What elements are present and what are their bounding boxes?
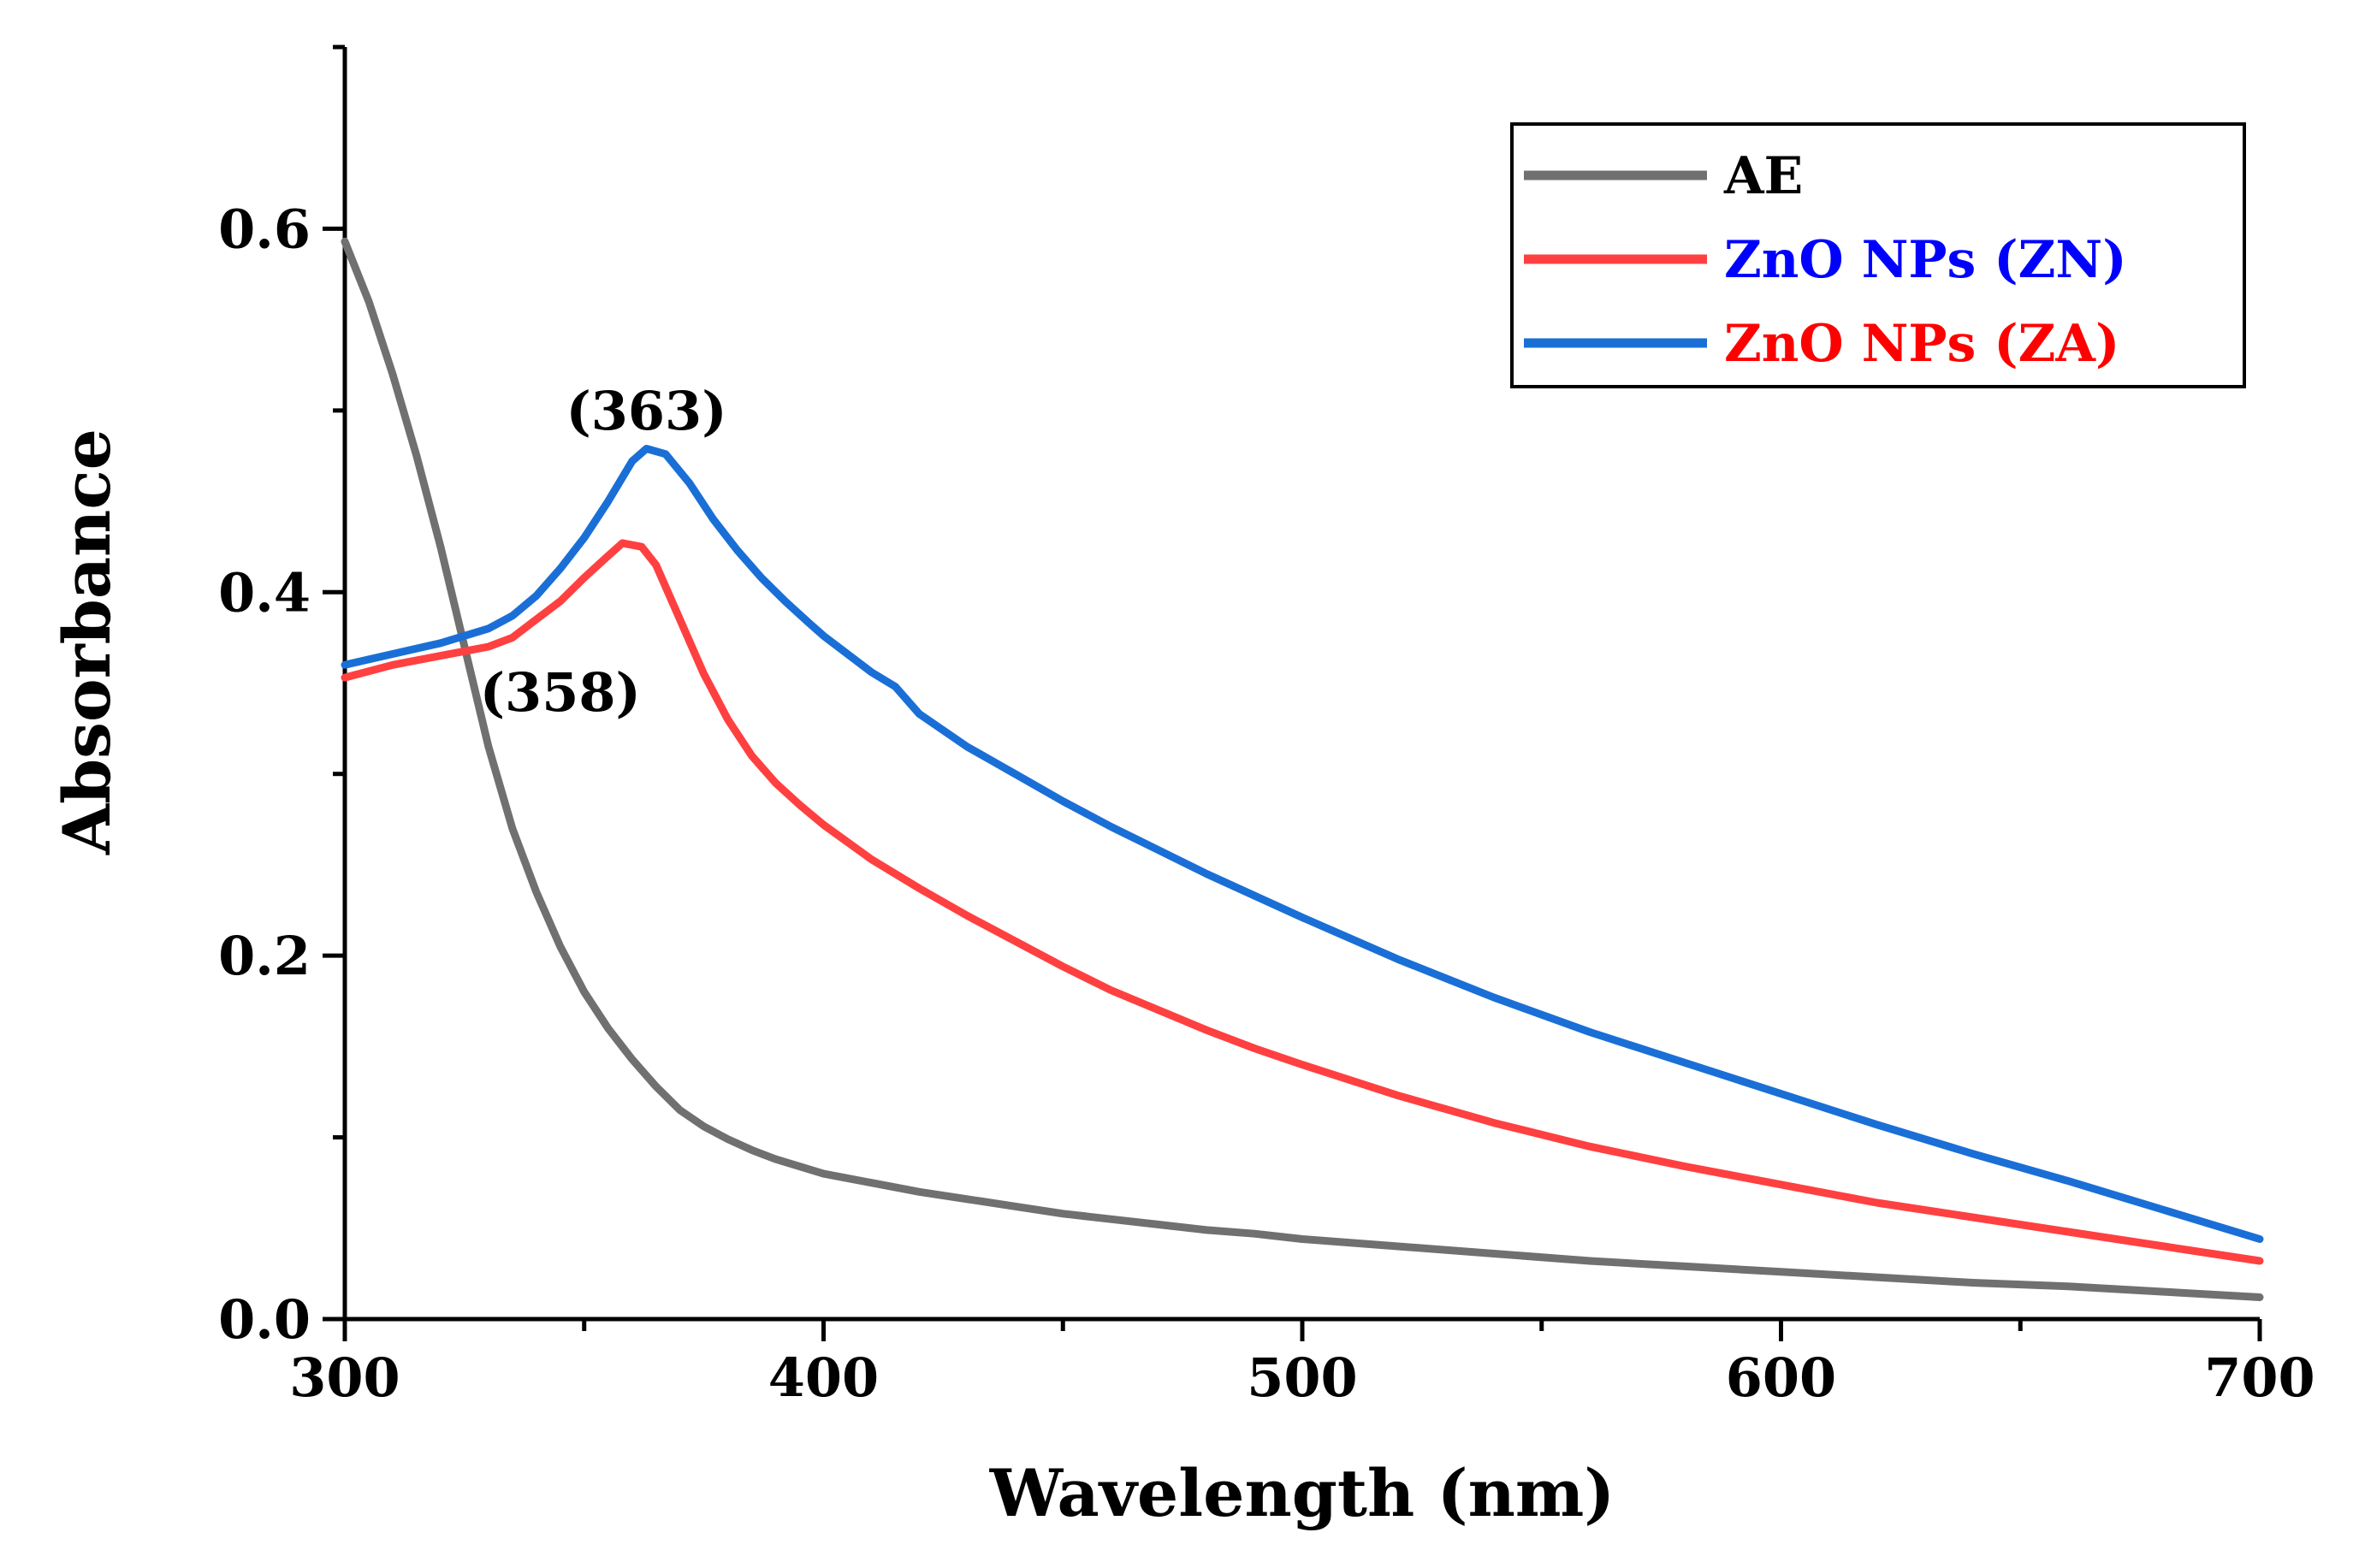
y-tick-label: 0.0: [218, 1288, 311, 1351]
y-tick-label: 0.6: [218, 198, 311, 260]
series-line-1: [341, 539, 2264, 1265]
x-tick-label: 600: [1726, 1346, 1836, 1409]
y-tick-label: 0.2: [218, 925, 311, 987]
legend: AE ZnO NPs (ZN) ZnO NPs (ZA): [1510, 122, 2246, 388]
axes: 0.0 0.2 0.4 0.6 300 400 500 600 700: [218, 44, 2315, 1409]
y-axis-title: Absorbance: [49, 429, 125, 855]
legend-label: AE: [1723, 146, 1803, 206]
annotations: (363) (358): [480, 380, 727, 724]
legend-label: ZnO NPs (ZA): [1724, 314, 2119, 374]
series-line-0: [341, 237, 2264, 1301]
x-tick-label: 700: [2204, 1346, 2314, 1409]
series-line-2: [341, 445, 2264, 1243]
plot-series: [341, 237, 2264, 1301]
x-tick-label: 400: [768, 1346, 879, 1409]
legend-label: ZnO NPs (ZN): [1724, 230, 2127, 290]
x-axis-title: Wavelength (nm): [989, 1455, 1615, 1531]
x-tick-label: 300: [289, 1346, 400, 1409]
y-tick-label: 0.4: [218, 561, 311, 624]
peak-annotation: (363): [566, 380, 726, 442]
peak-annotation: (358): [480, 661, 641, 724]
x-tick-label: 500: [1247, 1346, 1357, 1409]
